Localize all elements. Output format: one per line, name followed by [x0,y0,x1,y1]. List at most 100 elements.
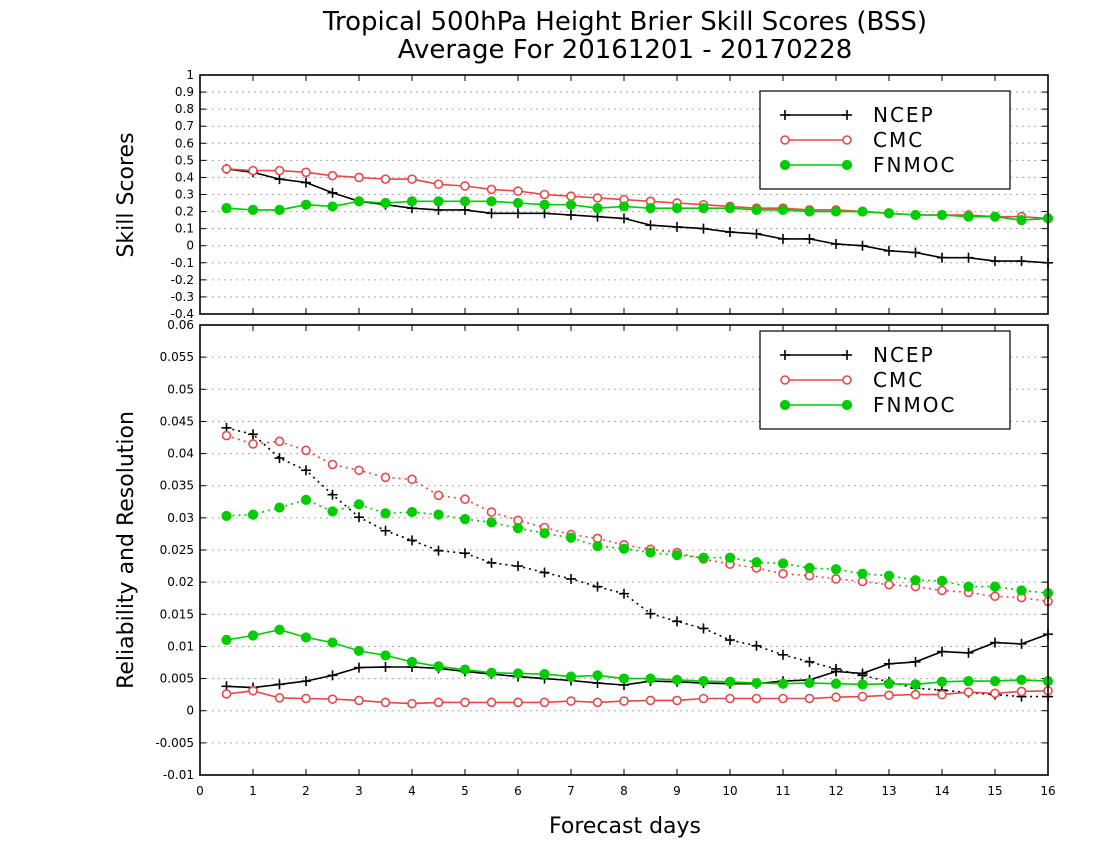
legend-marker [842,375,852,385]
chart-subtitle: Average For 20161201 - 20170228 [398,35,853,65]
data-point [354,465,364,476]
data-point [990,256,1000,267]
y-axis-label: Reliability and Resolution [114,411,139,689]
data-point [433,196,444,207]
plot-frame [199,74,1049,315]
data-point [910,656,921,667]
data-point [645,673,656,684]
data-point [407,535,417,546]
data-point [592,697,603,708]
data-point [247,204,259,215]
data-point [804,693,815,704]
data-point [804,233,815,244]
data-point [274,679,285,690]
data-point [592,203,603,214]
data-point [804,562,815,574]
data-point [751,557,762,568]
data-point [301,465,311,476]
x-tick-label: 9 [673,784,681,798]
series-line [226,427,1048,698]
data-point [327,670,338,681]
data-point [831,666,841,677]
y-tick-label: 0.8 [175,102,194,116]
legend-marker [780,375,790,385]
data-point [724,676,736,687]
data-point [380,197,391,209]
data-point [221,203,232,214]
data-point [221,689,232,699]
data-point [539,668,550,680]
data-point [353,196,365,207]
data-point [830,678,842,689]
data-point [248,439,258,449]
y-tick-label: 0.005 [160,672,194,686]
data-point [433,697,444,708]
data-point [539,697,550,708]
y-tick-label: 1 [186,68,194,82]
x-tick-label: 2 [302,784,310,798]
legend-label: CMC [873,128,924,152]
legend-label: CMC [873,368,924,392]
data-point [327,459,338,470]
data-point [486,517,497,528]
data-point [910,575,921,586]
data-point [354,512,364,523]
legend-entry-cmc: CMC [780,128,924,152]
legend-label: NCEP [873,103,935,127]
data-point [380,662,391,672]
legend-entry-ncep: NCEP [780,103,935,127]
data-point [327,489,338,500]
data-point [221,634,232,646]
legend-marker [841,159,853,171]
data-point [380,174,391,184]
legend-label: FNMOC [873,153,956,177]
data-point [592,670,603,681]
x-tick-label: 13 [881,784,896,798]
x-tick-label: 10 [722,784,737,798]
data-point [963,676,974,687]
data-point [433,204,444,215]
data-point [963,581,974,592]
data-point [301,167,311,178]
data-point [645,547,656,558]
data-point [751,693,762,704]
data-point [645,203,656,214]
data-point [460,697,470,708]
data-point [566,573,576,584]
y-tick-label: 0.7 [175,119,194,133]
data-point [566,191,576,202]
legend-label: NCEP [873,343,935,367]
x-tick-label: 11 [775,784,790,798]
legend-marker [779,159,791,171]
data-point [327,187,338,198]
series-line [226,434,1049,603]
data-point [539,528,550,539]
data-point [407,698,417,709]
data-point [433,509,444,520]
data-point [910,679,921,690]
data-point [407,174,417,184]
data-point [698,203,709,214]
x-tick-label: 1 [249,784,257,798]
y-tick-label: 0.015 [160,607,194,621]
data-point [698,623,709,634]
data-point [300,494,312,505]
data-point [645,608,656,619]
y-axis-label: Skill Scores [114,132,139,257]
data-point [221,510,232,522]
data-point [274,174,285,185]
data-point [592,193,603,203]
data-point [618,201,630,212]
legend-marker [841,399,853,411]
y-tick-label: 0.05 [167,382,194,396]
data-point [512,668,524,679]
data-point [327,170,338,181]
x-tick-label: 16 [1040,784,1055,798]
data-point [300,632,312,643]
data-point [353,499,365,510]
data-point [1016,638,1027,649]
data-point [380,697,391,708]
y-tick-label: 0.2 [175,205,194,219]
x-tick-label: 0 [196,784,204,798]
